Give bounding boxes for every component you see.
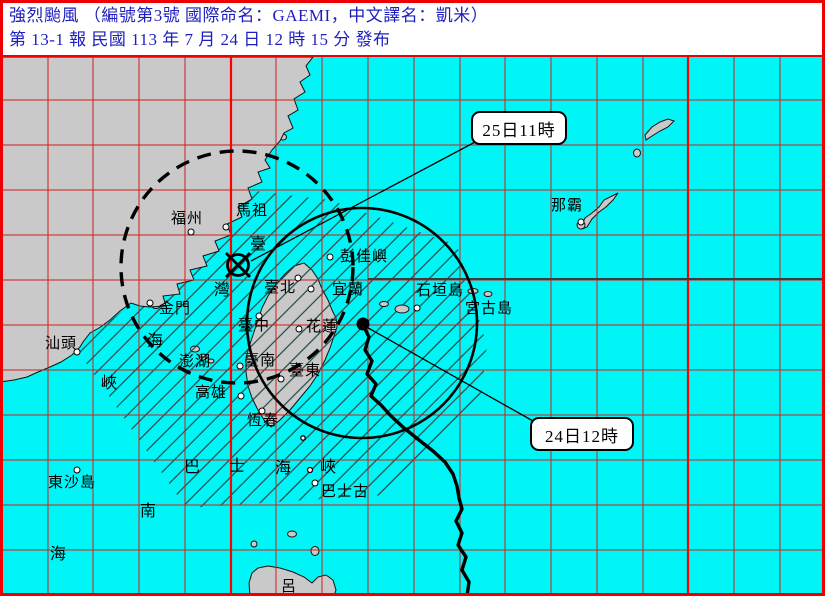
minor-islet-markers (300, 435, 314, 474)
header-issue-line: 第 13-1 報 民國 113 年 7 月 24 日 12 時 15 分 發布 (9, 30, 391, 49)
warning-header: 強烈颱風 （編號第3號 國際命名：GAEMI，中文譯名：凱米） 第 13-1 報… (0, 0, 825, 57)
batanes-islands (250, 530, 320, 556)
forecast-time-text: 25日11時 (482, 120, 556, 140)
current-time-callout: 24日12時 (530, 417, 634, 451)
mainland-china (0, 56, 315, 383)
header-title-line: 強烈颱風 （編號第3號 國際命名：GAEMI，中文譯名：凱米） (9, 6, 489, 25)
current-time-text: 24日12時 (545, 426, 619, 446)
forecast-time-callout: 25日11時 (471, 111, 567, 145)
warning-area-hatch (71, 190, 487, 508)
wind-circle-solid (245, 206, 479, 440)
current-pointer-line (362, 324, 534, 422)
luzon-island (248, 565, 337, 596)
typhoon-current-position-dot (356, 317, 370, 331)
past-track-line (361, 324, 471, 596)
graticule-grid (3, 55, 822, 593)
forecast-circle-dashed (119, 149, 355, 385)
forecast-pointer-line (250, 140, 478, 262)
typhoon-forecast-symbol-icon (225, 252, 251, 278)
